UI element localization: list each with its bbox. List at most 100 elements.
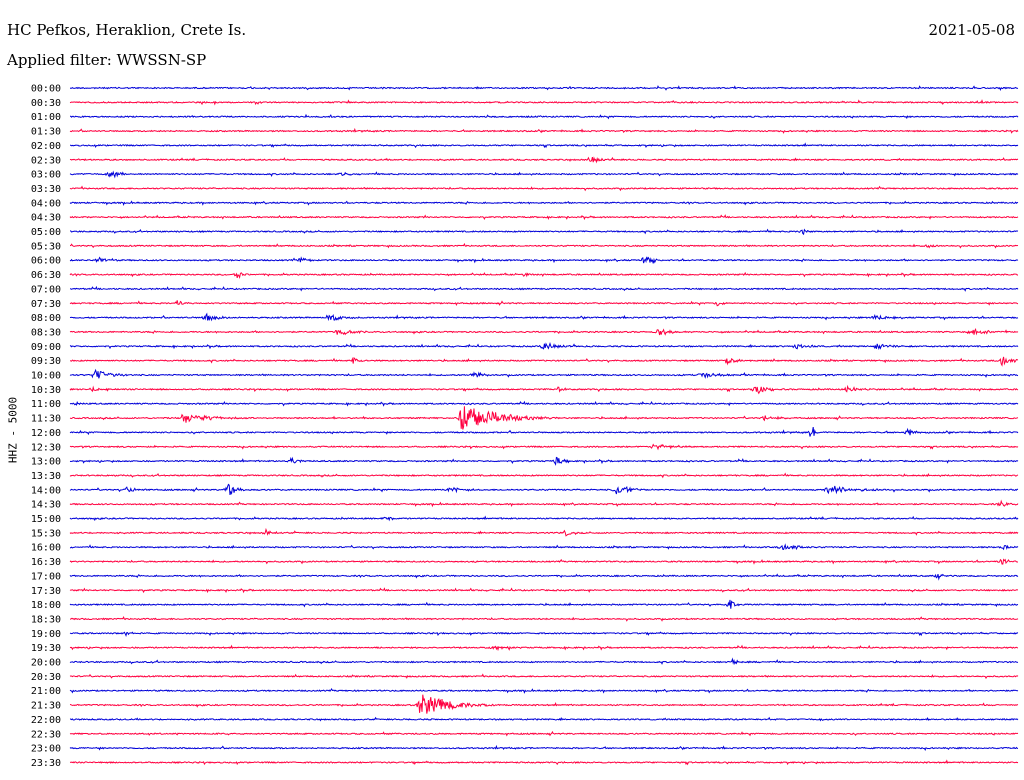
trace-line xyxy=(69,356,1019,367)
row-tick-label: 02:30 xyxy=(31,155,61,166)
trace-line xyxy=(69,271,1019,279)
row-tick-label: 00:30 xyxy=(31,98,61,109)
trace-line xyxy=(69,616,1019,622)
trace-line xyxy=(69,543,1019,551)
trace-line xyxy=(69,368,1019,379)
row-tick-label: 16:00 xyxy=(31,543,61,554)
row-tick-label: 18:30 xyxy=(31,614,61,625)
row-tick-label: 12:00 xyxy=(31,428,61,439)
row-tick-label: 05:00 xyxy=(31,227,61,238)
row-tick-label: 20:00 xyxy=(31,658,61,669)
row-tick-label: 13:30 xyxy=(31,471,61,482)
trace-line xyxy=(69,716,1019,722)
row-tick-label: 22:00 xyxy=(31,715,61,726)
trace-line xyxy=(69,456,1019,466)
row-tick-label: 20:30 xyxy=(31,672,61,683)
row-tick-label: 06:30 xyxy=(31,270,61,281)
trace-line xyxy=(69,587,1019,594)
row-tick-label: 19:00 xyxy=(31,629,61,640)
trace-line xyxy=(69,312,1019,322)
trace-line xyxy=(69,256,1019,264)
row-tick-label: 23:00 xyxy=(31,744,61,755)
trace-line xyxy=(69,170,1019,179)
filter-label: Applied filter: WWSSN-SP xyxy=(7,51,207,69)
trace-line xyxy=(69,285,1019,292)
row-tick-label: 14:30 xyxy=(31,500,61,511)
row-tick-label: 11:30 xyxy=(31,414,61,425)
trace-line xyxy=(69,406,1019,430)
seismic-traces xyxy=(69,85,1019,766)
row-tick-labels: 00:00 00:30 01:00 01:30 02:00 02:30 03:00 03:30… xyxy=(31,84,61,769)
row-tick-label: 01:30 xyxy=(31,127,61,138)
trace-line xyxy=(69,400,1019,407)
row-tick-label: 10:30 xyxy=(31,385,61,396)
trace-line xyxy=(69,472,1019,479)
row-tick-label: 07:00 xyxy=(31,284,61,295)
row-tick-label: 16:30 xyxy=(31,557,61,568)
trace-line xyxy=(69,558,1019,565)
trace-line xyxy=(69,127,1019,134)
trace-line xyxy=(69,644,1019,652)
trace-line xyxy=(69,242,1019,249)
trace-line xyxy=(69,85,1019,92)
trace-line xyxy=(69,99,1019,106)
trace-line xyxy=(69,214,1019,221)
row-tick-label: 00:00 xyxy=(31,84,61,95)
row-tick-label: 12:30 xyxy=(31,442,61,453)
row-tick-label: 11:00 xyxy=(31,399,61,410)
row-tick-label: 17:00 xyxy=(31,571,61,582)
trace-line xyxy=(69,673,1019,680)
trace-line xyxy=(69,631,1019,637)
row-tick-label: 21:00 xyxy=(31,686,61,697)
row-tick-label: 01:00 xyxy=(31,112,61,123)
row-tick-label: 23:30 xyxy=(31,758,61,769)
row-tick-label: 03:30 xyxy=(31,184,61,195)
row-tick-label: 18:00 xyxy=(31,600,61,611)
row-tick-label: 08:00 xyxy=(31,313,61,324)
trace-line xyxy=(69,228,1019,236)
row-tick-label: 14:00 xyxy=(31,485,61,496)
trace-line xyxy=(69,200,1019,206)
trace-line xyxy=(69,341,1019,350)
row-tick-label: 19:30 xyxy=(31,643,61,654)
trace-line xyxy=(69,327,1019,336)
row-tick-label: 02:00 xyxy=(31,141,61,152)
row-tick-label: 15:30 xyxy=(31,528,61,539)
trace-line xyxy=(69,573,1019,581)
trace-line xyxy=(69,443,1019,451)
trace-line xyxy=(69,694,1019,714)
trace-line xyxy=(69,185,1019,192)
trace-line xyxy=(69,744,1019,751)
row-tick-label: 10:00 xyxy=(31,371,61,382)
row-tick-label: 21:30 xyxy=(31,701,61,712)
trace-line xyxy=(69,499,1019,508)
trace-line xyxy=(69,156,1019,164)
row-tick-label: 05:30 xyxy=(31,241,61,252)
trace-line xyxy=(69,113,1019,120)
row-tick-label: 17:30 xyxy=(31,586,61,597)
trace-line xyxy=(69,515,1019,522)
row-tick-label: 06:00 xyxy=(31,256,61,267)
trace-line xyxy=(69,142,1019,149)
trace-line xyxy=(69,730,1019,737)
trace-line xyxy=(69,300,1019,307)
row-tick-label: 03:00 xyxy=(31,170,61,181)
trace-line xyxy=(69,599,1019,609)
row-tick-label: 04:00 xyxy=(31,198,61,209)
row-tick-label: 22:30 xyxy=(31,729,61,740)
trace-line xyxy=(69,759,1019,766)
station-title: HC Pefkos, Heraklion, Crete Is. xyxy=(7,21,247,39)
row-tick-label: 08:30 xyxy=(31,327,61,338)
trace-line xyxy=(69,657,1019,665)
trace-line xyxy=(69,483,1019,496)
row-tick-label: 09:30 xyxy=(31,356,61,367)
trace-line xyxy=(69,687,1019,694)
trace-line xyxy=(69,384,1019,395)
trace-line xyxy=(69,527,1019,537)
row-tick-label: 07:30 xyxy=(31,299,61,310)
date-label: 2021-05-08 xyxy=(928,21,1015,39)
row-tick-label: 04:30 xyxy=(31,213,61,224)
row-tick-label: 13:00 xyxy=(31,457,61,468)
trace-line xyxy=(69,427,1019,437)
